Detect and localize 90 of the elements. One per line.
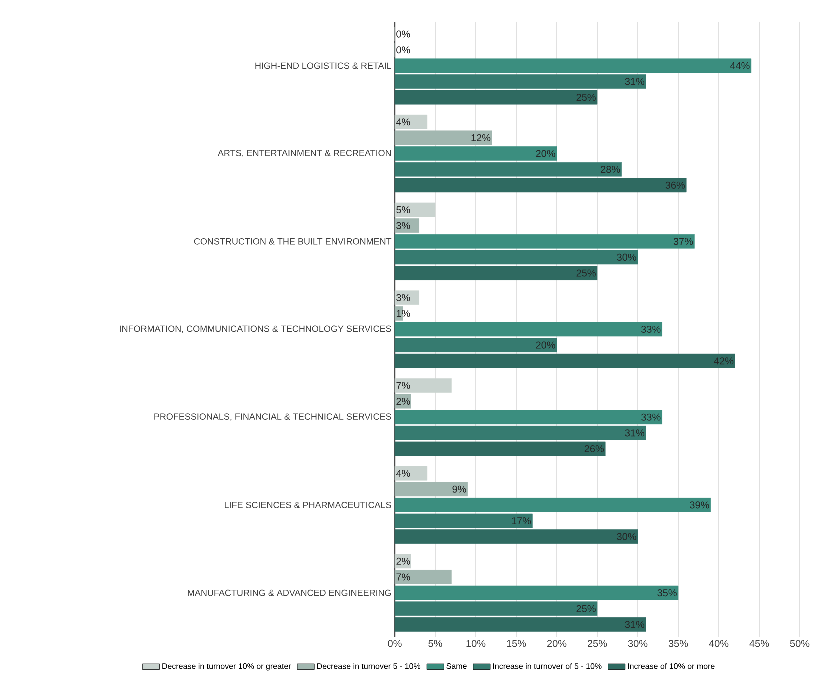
bar [394,586,679,600]
bar [394,202,436,218]
x-tick-label: 5% [428,640,442,648]
data-label: 7% [396,574,410,581]
data-label: 28% [601,166,620,174]
data-label: 4% [396,470,410,478]
data-label: 7% [396,382,410,390]
x-tick-label: 15% [507,640,526,648]
data-label: 44% [730,62,750,70]
data-label: 17% [512,518,532,525]
x-tick-label: 10% [466,640,486,648]
x-tick-label: 45% [750,640,770,648]
data-label: 3% [396,294,410,302]
legend-label: Increase in turnover of 5 - 10% [493,663,602,670]
legend-label: Decrease in turnover 5 - 10% [317,663,421,670]
data-label: 25% [576,270,596,277]
bar [394,426,646,440]
data-label: 9% [452,486,466,493]
data-label: 39% [690,502,710,509]
bar [394,322,662,337]
bar [394,354,736,368]
data-label: 33% [641,414,661,421]
bar [394,570,452,584]
bar [394,146,558,161]
bar [394,250,638,265]
data-label: 1% [396,310,410,318]
x-tick-label: 40% [709,640,729,648]
bar [394,338,558,352]
bar [394,442,606,456]
x-tick-label: 50% [790,640,810,648]
bar [394,514,533,528]
legend-label: Decrease in turnover 10% or greater [162,663,292,671]
data-label: 20% [536,150,556,158]
bar [394,266,598,280]
bar [394,130,492,146]
data-label: 31% [625,621,645,628]
bar [394,602,598,616]
legend-label: Increase of 10% or more [628,663,715,670]
data-label: 2% [396,398,410,406]
data-label: 2% [396,558,410,565]
bar [394,378,452,393]
bar [394,394,412,409]
y-tick-label: INFORMATION, COMMUNICATIONS & TECHNOLOGY SERVICES [120,326,392,334]
bar [394,74,646,89]
bar [394,178,687,193]
data-label: 12% [472,134,491,142]
data-label: 33% [641,326,661,334]
data-label: 5% [396,206,410,214]
x-tick-label: 35% [668,640,688,648]
y-tick-label: LIFE SCIENCES & PHARMACEUTICALS [225,502,392,508]
bar [394,482,468,497]
data-label: 0% [396,46,410,54]
x-tick-label: 30% [628,640,648,648]
data-label: 42% [714,358,734,365]
bar [394,554,412,569]
bar [394,618,646,632]
data-label: 35% [658,590,677,597]
bar [394,234,695,249]
bar [394,530,638,544]
bar [394,114,428,130]
data-label: 3% [396,222,410,230]
data-label: 30% [617,254,636,261]
data-label: 31% [625,78,645,86]
y-tick-label: HIGH-END LOGISTICS & RETAIL [256,62,392,70]
bar [394,410,662,425]
x-tick-label: 20% [547,640,567,648]
y-tick-label: ARTS, ENTERTAINMENT & RECREATION [218,150,392,158]
bar [394,162,622,177]
data-label: 30% [617,533,636,540]
y-tick-label: CONSTRUCTION & THE BUILT ENVIRONMENT [194,238,392,245]
data-label: 25% [576,94,596,102]
data-label: 20% [536,342,556,349]
bar [394,218,420,233]
bar [394,58,752,74]
data-label: 4% [396,118,410,126]
data-label: 25% [576,605,596,612]
y-tick-label: MANUFACTURING & ADVANCED ENGINEERING [188,590,392,596]
data-label: 37% [674,238,694,246]
data-label: 31% [625,430,645,437]
y-tick-label: PROFESSIONALS, FINANCIAL & TECHNICAL SERVICES [154,414,392,422]
bar [394,290,420,306]
data-label: 26% [584,445,604,453]
bar [394,90,598,105]
bar [394,466,428,481]
x-tick-label: 25% [588,640,608,648]
x-tick-label: 0% [388,640,402,648]
bar [394,498,712,512]
data-label: 36% [666,182,686,189]
data-label: 0% [396,30,410,38]
legend-label: Same [446,663,467,670]
